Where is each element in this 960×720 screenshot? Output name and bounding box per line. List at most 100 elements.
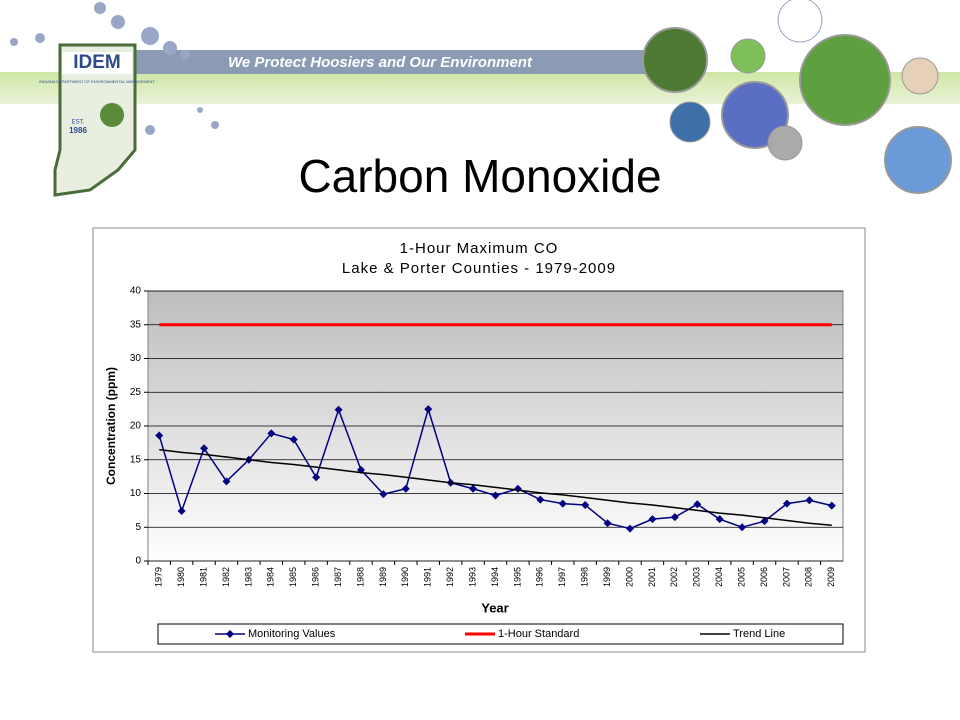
x-tick-label: 1986 <box>311 567 321 587</box>
x-tick-label: 1995 <box>512 567 522 587</box>
photo-water <box>721 81 789 149</box>
legend-marker <box>226 630 234 638</box>
slide-title: Carbon Monoxide <box>298 150 661 202</box>
chart-title: Lake & Porter Counties - 1979-2009 <box>342 260 616 277</box>
y-axis-label: Concentration (ppm) <box>104 367 118 485</box>
dots <box>10 2 219 135</box>
x-tick-label: 1987 <box>333 567 343 587</box>
marker <box>424 405 433 414</box>
agency: INDIANA DEPARTMENT OF ENVIRONMENTAL MANA… <box>39 79 155 84</box>
marker <box>267 429 276 438</box>
x-tick-label: 1989 <box>378 567 388 587</box>
marker <box>760 517 769 526</box>
marker <box>334 405 343 414</box>
state-shape <box>53 43 137 197</box>
x-tick-label: 2000 <box>624 567 634 587</box>
photo-stone <box>767 125 803 161</box>
x-tick-label: 2009 <box>826 567 836 587</box>
x-tick-label: 1994 <box>490 567 500 587</box>
marker <box>827 501 836 510</box>
x-tick-label: 1992 <box>445 567 455 587</box>
marker <box>200 444 209 453</box>
y-tick-label: 5 <box>135 522 141 533</box>
legend-box <box>157 623 844 645</box>
x-tick-label: 1979 <box>154 567 164 587</box>
photo-sky <box>884 126 952 194</box>
chart-title: 1-Hour Maximum CO <box>400 240 559 257</box>
logo-box <box>62 52 132 74</box>
chart: 1-Hour Maximum CO Lake & Porter Counties … <box>104 240 844 645</box>
x-tick-label: 1984 <box>266 567 276 587</box>
marker <box>222 477 231 486</box>
y-tick-label: 0 <box>135 556 141 567</box>
x-tick-label: 1993 <box>467 567 477 587</box>
x-tick-label: 1998 <box>580 567 590 587</box>
x-tick-label: 1997 <box>557 567 567 587</box>
tree <box>100 103 124 127</box>
marker <box>155 431 164 440</box>
est-year: 1986 <box>69 126 87 135</box>
marker <box>805 496 814 505</box>
x-axis-label: Year <box>481 600 508 615</box>
marker <box>177 507 186 516</box>
series-line <box>159 448 832 526</box>
x-tick-label: 2001 <box>647 567 657 587</box>
marker <box>648 515 657 524</box>
photo-solar <box>669 101 711 143</box>
x-tick-label: 2003 <box>692 567 702 587</box>
marker <box>670 513 679 522</box>
x-tick-label: 2007 <box>781 567 791 587</box>
photo-hands <box>901 57 939 95</box>
ring <box>777 0 823 43</box>
est: EST. <box>72 120 85 126</box>
y-tick-label: 10 <box>130 488 142 499</box>
x-tick-label: 1983 <box>243 567 253 587</box>
marker <box>603 519 612 528</box>
x-tick-label: 1980 <box>176 567 186 587</box>
x-tick-label: 1996 <box>535 567 545 587</box>
logo: IDEM <box>73 52 121 73</box>
marker <box>469 484 478 493</box>
legend-label: 1-Hour Standard <box>498 628 579 640</box>
legend-label: Trend Line <box>733 628 785 640</box>
x-tick-label: 2004 <box>714 567 724 587</box>
marker <box>558 499 567 508</box>
y-tick-label: 15 <box>130 454 142 465</box>
y-tick-label: 25 <box>130 387 142 398</box>
marker <box>491 491 500 500</box>
y-tick-label: 40 <box>130 286 142 297</box>
marker <box>782 499 791 508</box>
banner: We Protect Hoosiers and Our Environment … <box>0 0 960 197</box>
y-tick-label: 30 <box>130 353 142 364</box>
x-tick-label: 1991 <box>423 567 433 587</box>
marker <box>312 473 321 482</box>
x-tick-label: 2002 <box>669 567 679 587</box>
motto: We Protect Hoosiers and Our Environment <box>228 54 533 71</box>
motto-bar <box>130 50 650 74</box>
marker <box>715 515 724 524</box>
y-tick-label: 20 <box>130 421 142 432</box>
x-tick-label: 1985 <box>288 567 298 587</box>
marker <box>536 495 545 504</box>
marker <box>289 435 298 444</box>
marker <box>581 500 590 509</box>
marker <box>738 523 747 532</box>
marker <box>401 484 410 493</box>
x-tick-label: 1990 <box>400 567 410 587</box>
x-tick-label: 2006 <box>759 567 769 587</box>
photo-butterfly <box>799 34 891 126</box>
photo-fern <box>642 27 708 93</box>
x-tick-label: 1988 <box>355 567 365 587</box>
photo-recycle <box>730 38 766 74</box>
marker <box>626 524 635 533</box>
x-tick-label: 1982 <box>221 567 231 587</box>
x-tick-label: 1999 <box>602 567 612 587</box>
x-tick-label: 2008 <box>804 567 814 587</box>
x-tick-label: 1981 <box>198 567 208 587</box>
legend-label: Monitoring Values <box>248 628 336 640</box>
marker <box>379 490 388 499</box>
marker <box>693 500 702 509</box>
y-tick-label: 35 <box>130 319 142 330</box>
x-tick-label: 2005 <box>736 567 746 587</box>
